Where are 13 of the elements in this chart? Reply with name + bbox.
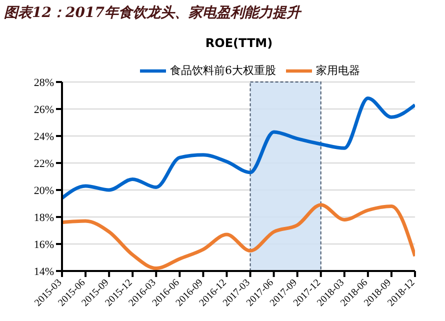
chart-subtitle: ROE(TTM) [204,36,274,50]
y-tick-label: 20% [34,184,54,197]
line-series [62,96,415,200]
legend-label: 食品饮料前6大权重股 [170,64,276,77]
y-tick-label: 22% [34,158,54,170]
y-tick-label: 18% [34,212,54,224]
legend-label: 家用电器 [316,64,360,77]
y-tick-label: 28% [34,76,54,89]
y-tick-label: 16% [34,238,54,251]
chart-title: 图表12：2017年食饮龙头、家电盈利能力提升 [4,4,300,22]
y-tick-label: 14% [34,266,54,278]
y-tick-label: 24% [34,130,54,143]
y-tick-label: 26% [34,104,54,116]
